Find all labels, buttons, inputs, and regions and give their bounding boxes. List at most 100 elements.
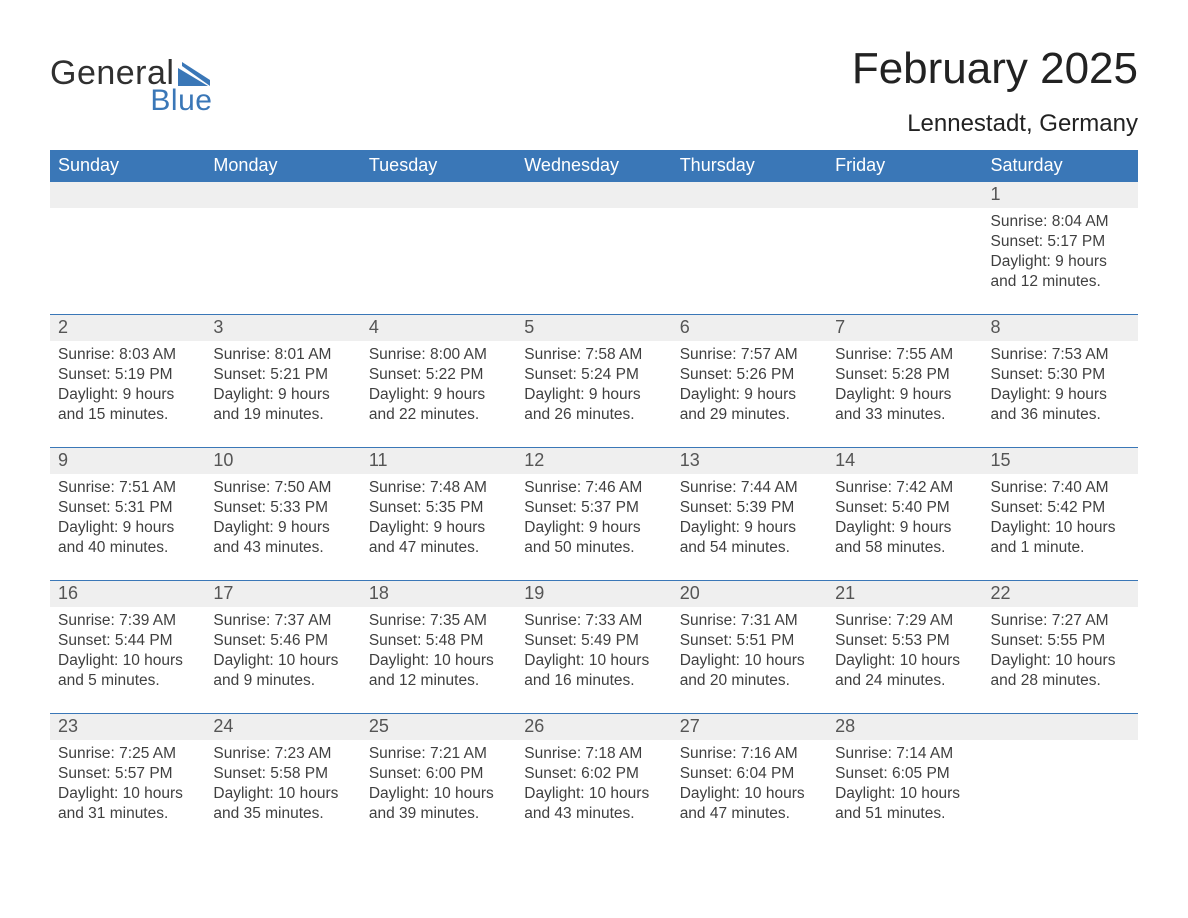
daylight-text: and 26 minutes. (524, 405, 663, 425)
day-cell (50, 208, 205, 300)
daylight-text: Daylight: 9 hours (680, 518, 819, 538)
daylight-text: and 22 minutes. (369, 405, 508, 425)
sunset-text: Sunset: 6:00 PM (369, 764, 508, 784)
daylight-text: Daylight: 10 hours (58, 784, 197, 804)
date-number: 17 (205, 581, 360, 607)
date-number: 18 (361, 581, 516, 607)
date-number: 21 (827, 581, 982, 607)
sunset-text: Sunset: 5:48 PM (369, 631, 508, 651)
sunrise-text: Sunrise: 7:16 AM (680, 744, 819, 764)
date-number: 22 (983, 581, 1138, 607)
day-cell: Sunrise: 7:48 AMSunset: 5:35 PMDaylight:… (361, 474, 516, 566)
daylight-text: and 29 minutes. (680, 405, 819, 425)
day-cell: Sunrise: 7:35 AMSunset: 5:48 PMDaylight:… (361, 607, 516, 699)
day-cell: Sunrise: 8:03 AMSunset: 5:19 PMDaylight:… (50, 341, 205, 433)
daylight-text: Daylight: 9 hours (991, 385, 1130, 405)
daylight-text: and 5 minutes. (58, 671, 197, 691)
sunrise-text: Sunrise: 8:04 AM (991, 212, 1130, 232)
date-number: 24 (205, 714, 360, 740)
day-of-week-cell: Saturday (983, 150, 1138, 182)
day-cell: Sunrise: 7:46 AMSunset: 5:37 PMDaylight:… (516, 474, 671, 566)
date-number: 2 (50, 315, 205, 341)
date-number: 7 (827, 315, 982, 341)
sunset-text: Sunset: 5:55 PM (991, 631, 1130, 651)
daylight-text: and 24 minutes. (835, 671, 974, 691)
daylight-text: and 47 minutes. (369, 538, 508, 558)
daylight-text: and 58 minutes. (835, 538, 974, 558)
sunset-text: Sunset: 5:40 PM (835, 498, 974, 518)
day-of-week-header: SundayMondayTuesdayWednesdayThursdayFrid… (50, 150, 1138, 182)
brand-word-2: Blue (150, 84, 212, 118)
sunrise-text: Sunrise: 7:31 AM (680, 611, 819, 631)
daylight-text: and 19 minutes. (213, 405, 352, 425)
date-number: 25 (361, 714, 516, 740)
week-row: 2345678Sunrise: 8:03 AMSunset: 5:19 PMDa… (50, 314, 1138, 447)
day-cell: Sunrise: 7:57 AMSunset: 5:26 PMDaylight:… (672, 341, 827, 433)
daylight-text: Daylight: 10 hours (680, 784, 819, 804)
daylight-text: Daylight: 9 hours (835, 518, 974, 538)
day-cell: Sunrise: 7:25 AMSunset: 5:57 PMDaylight:… (50, 740, 205, 832)
daylight-text: Daylight: 9 hours (524, 518, 663, 538)
sunrise-text: Sunrise: 7:35 AM (369, 611, 508, 631)
sunrise-text: Sunrise: 7:42 AM (835, 478, 974, 498)
sunrise-text: Sunrise: 7:33 AM (524, 611, 663, 631)
sunset-text: Sunset: 5:26 PM (680, 365, 819, 385)
daylight-text: and 47 minutes. (680, 804, 819, 824)
sunrise-text: Sunrise: 7:39 AM (58, 611, 197, 631)
day-cell (361, 208, 516, 300)
day-cell: Sunrise: 7:18 AMSunset: 6:02 PMDaylight:… (516, 740, 671, 832)
sunset-text: Sunset: 5:33 PM (213, 498, 352, 518)
date-number: 10 (205, 448, 360, 474)
daylight-text: Daylight: 10 hours (680, 651, 819, 671)
sunset-text: Sunset: 6:02 PM (524, 764, 663, 784)
date-number: 6 (672, 315, 827, 341)
calendar-grid: SundayMondayTuesdayWednesdayThursdayFrid… (50, 150, 1138, 846)
day-cell: Sunrise: 7:51 AMSunset: 5:31 PMDaylight:… (50, 474, 205, 566)
day-cell: Sunrise: 7:16 AMSunset: 6:04 PMDaylight:… (672, 740, 827, 832)
daylight-text: Daylight: 9 hours (213, 518, 352, 538)
sunset-text: Sunset: 5:31 PM (58, 498, 197, 518)
day-cell: Sunrise: 7:33 AMSunset: 5:49 PMDaylight:… (516, 607, 671, 699)
daylight-text: Daylight: 10 hours (58, 651, 197, 671)
date-number-band: 232425262728 (50, 714, 1138, 740)
day-cell: Sunrise: 7:58 AMSunset: 5:24 PMDaylight:… (516, 341, 671, 433)
date-number: 11 (361, 448, 516, 474)
day-cell: Sunrise: 7:29 AMSunset: 5:53 PMDaylight:… (827, 607, 982, 699)
date-number: 14 (827, 448, 982, 474)
date-number: 27 (672, 714, 827, 740)
week-row: 1Sunrise: 8:04 AMSunset: 5:17 PMDaylight… (50, 182, 1138, 314)
daylight-text: Daylight: 10 hours (991, 651, 1130, 671)
sunset-text: Sunset: 5:53 PM (835, 631, 974, 651)
daylight-text: Daylight: 10 hours (524, 784, 663, 804)
daylight-text: Daylight: 10 hours (991, 518, 1130, 538)
daylight-text: Daylight: 10 hours (213, 784, 352, 804)
week-row: 232425262728Sunrise: 7:25 AMSunset: 5:57… (50, 713, 1138, 846)
sunset-text: Sunset: 5:22 PM (369, 365, 508, 385)
sunrise-text: Sunrise: 7:23 AM (213, 744, 352, 764)
sunset-text: Sunset: 5:42 PM (991, 498, 1130, 518)
sunset-text: Sunset: 5:49 PM (524, 631, 663, 651)
daylight-text: and 39 minutes. (369, 804, 508, 824)
sunset-text: Sunset: 6:05 PM (835, 764, 974, 784)
date-number: 26 (516, 714, 671, 740)
day-cell: Sunrise: 7:31 AMSunset: 5:51 PMDaylight:… (672, 607, 827, 699)
sunrise-text: Sunrise: 7:55 AM (835, 345, 974, 365)
day-cell (983, 740, 1138, 832)
day-cell: Sunrise: 7:53 AMSunset: 5:30 PMDaylight:… (983, 341, 1138, 433)
sunrise-text: Sunrise: 7:27 AM (991, 611, 1130, 631)
sunset-text: Sunset: 5:28 PM (835, 365, 974, 385)
date-number (983, 714, 1138, 740)
day-cell: Sunrise: 7:50 AMSunset: 5:33 PMDaylight:… (205, 474, 360, 566)
sunset-text: Sunset: 5:35 PM (369, 498, 508, 518)
daylight-text: and 43 minutes. (213, 538, 352, 558)
daylight-text: Daylight: 10 hours (835, 784, 974, 804)
daylight-text: and 16 minutes. (524, 671, 663, 691)
daylight-text: and 31 minutes. (58, 804, 197, 824)
sunrise-text: Sunrise: 7:53 AM (991, 345, 1130, 365)
sunset-text: Sunset: 5:21 PM (213, 365, 352, 385)
date-number: 8 (983, 315, 1138, 341)
day-cell (516, 208, 671, 300)
sunset-text: Sunset: 5:57 PM (58, 764, 197, 784)
day-cell: Sunrise: 7:55 AMSunset: 5:28 PMDaylight:… (827, 341, 982, 433)
day-cell: Sunrise: 7:21 AMSunset: 6:00 PMDaylight:… (361, 740, 516, 832)
